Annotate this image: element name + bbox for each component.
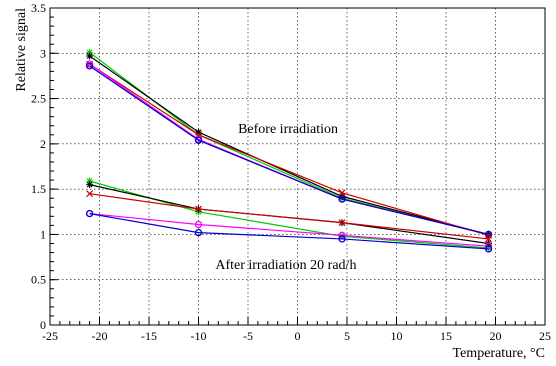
x-tick-label: -15 (141, 329, 157, 343)
y-tick-label: 2.5 (31, 92, 46, 106)
x-tick-label: -25 (42, 329, 58, 343)
series-7 (86, 190, 492, 243)
data-point (86, 48, 94, 56)
series-layer (85, 48, 493, 253)
series-line (89, 213, 489, 250)
x-tick-label: -5 (243, 329, 253, 343)
x-tick-label: -20 (92, 329, 108, 343)
x-tick-label: 5 (344, 329, 350, 343)
series-9 (85, 209, 493, 253)
annotation-after-irradiation: After irradiation 20 rad/h (215, 258, 356, 273)
series-line (89, 55, 489, 236)
x-tick-label: 25 (539, 329, 551, 343)
x-tick-label: -10 (191, 329, 207, 343)
data-point (195, 128, 202, 136)
data-point (194, 228, 203, 237)
y-tick-label: 3.5 (31, 1, 46, 15)
data-point (86, 190, 94, 198)
x-tick-label: 10 (391, 329, 403, 343)
data-point (195, 205, 202, 213)
x-tick-label: 0 (295, 329, 301, 343)
y-tick-label: 0.5 (31, 273, 46, 287)
data-point (484, 242, 493, 250)
tick-labels: -25 -20 -15 -10 -5 0 5 10 15 20 25 0 0.5 1 1.5 2 2.5 3 3.5 (31, 1, 551, 343)
series-1 (86, 52, 493, 238)
series-line (89, 51, 489, 236)
grid (50, 8, 545, 325)
series-0 (86, 48, 493, 238)
data-point (338, 231, 346, 239)
data-point (85, 209, 94, 218)
data-point (338, 189, 346, 197)
series-line (89, 180, 489, 249)
data-point (485, 235, 492, 243)
series-line (89, 213, 489, 247)
ticks (49, 7, 546, 326)
data-point (484, 230, 493, 239)
y-tick-label: 2 (40, 137, 46, 151)
y-tick-label: 1.5 (31, 182, 46, 196)
y-axis-title: Relative signal (14, 8, 29, 92)
series-4 (85, 62, 493, 239)
data-point (338, 219, 346, 227)
data-point (86, 52, 94, 60)
series-line (89, 184, 489, 245)
annotation-before-irradiation: Before irradiation (238, 122, 338, 137)
series-line (89, 63, 489, 236)
data-point (194, 136, 203, 144)
series-line (89, 193, 489, 240)
data-point (86, 177, 94, 185)
series-3 (85, 60, 493, 239)
series-2 (86, 60, 492, 239)
series-line (89, 65, 489, 236)
data-point (485, 244, 493, 252)
y-tick-label: 3 (40, 46, 46, 60)
data-point (338, 195, 346, 203)
data-point (194, 220, 203, 229)
data-point (485, 230, 493, 238)
x-tick-label: 15 (440, 329, 452, 343)
data-point (85, 62, 94, 70)
series-5 (86, 177, 493, 252)
series-line (89, 63, 489, 236)
data-point (338, 235, 346, 243)
x-tick-label: 20 (490, 329, 502, 343)
x-axis-title: Temperature, °C (453, 346, 545, 361)
data-point (484, 245, 493, 253)
data-point (86, 181, 94, 189)
y-tick-label: 1 (40, 227, 46, 241)
y-tick-label: 0 (40, 318, 46, 332)
